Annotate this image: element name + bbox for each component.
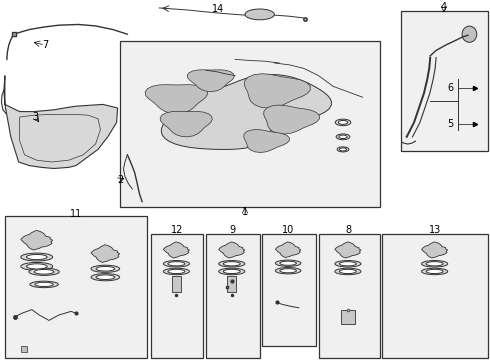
Ellipse shape [340, 262, 356, 266]
Polygon shape [421, 242, 448, 258]
Ellipse shape [219, 261, 245, 267]
Ellipse shape [340, 269, 356, 274]
Bar [382, 234, 488, 358]
Polygon shape [244, 130, 290, 152]
Bar [227, 276, 236, 292]
Polygon shape [145, 85, 208, 114]
Ellipse shape [35, 282, 53, 287]
Text: 9: 9 [230, 225, 236, 235]
Ellipse shape [245, 9, 274, 20]
Ellipse shape [275, 267, 301, 274]
Bar [5, 216, 147, 358]
Polygon shape [21, 230, 53, 250]
Ellipse shape [462, 26, 477, 42]
Bar [172, 276, 181, 292]
Polygon shape [160, 112, 212, 137]
Ellipse shape [336, 134, 350, 140]
Ellipse shape [21, 262, 53, 270]
Ellipse shape [34, 269, 54, 274]
Polygon shape [275, 242, 301, 258]
Text: 1: 1 [242, 207, 248, 217]
Polygon shape [163, 242, 190, 258]
Text: 12: 12 [171, 225, 183, 235]
Ellipse shape [26, 264, 47, 269]
Ellipse shape [29, 268, 59, 275]
Ellipse shape [426, 262, 443, 266]
Ellipse shape [280, 269, 296, 273]
Ellipse shape [340, 148, 346, 151]
Ellipse shape [91, 274, 120, 281]
Ellipse shape [275, 260, 301, 266]
Ellipse shape [338, 121, 348, 124]
Polygon shape [4, 76, 118, 168]
Bar [151, 234, 203, 358]
Ellipse shape [96, 275, 115, 279]
Bar [341, 310, 355, 324]
Polygon shape [219, 242, 245, 258]
Ellipse shape [26, 255, 47, 260]
Ellipse shape [335, 119, 351, 126]
Ellipse shape [91, 265, 120, 273]
Text: 5: 5 [448, 119, 454, 129]
Ellipse shape [426, 269, 443, 274]
Text: 4: 4 [441, 2, 447, 12]
Ellipse shape [168, 262, 185, 266]
Bar [120, 41, 380, 207]
Text: 7: 7 [42, 40, 48, 50]
Ellipse shape [30, 281, 58, 288]
Text: 3: 3 [32, 112, 38, 122]
Ellipse shape [335, 261, 361, 267]
Ellipse shape [21, 253, 53, 261]
Ellipse shape [223, 262, 240, 266]
Text: 10: 10 [282, 225, 294, 235]
Polygon shape [245, 74, 310, 108]
Text: 13: 13 [428, 225, 441, 235]
Ellipse shape [223, 269, 240, 274]
Polygon shape [187, 70, 234, 91]
Bar [401, 11, 488, 151]
Polygon shape [264, 105, 319, 134]
Ellipse shape [168, 269, 185, 274]
Ellipse shape [339, 135, 347, 139]
Ellipse shape [96, 266, 115, 271]
Polygon shape [161, 75, 331, 149]
Ellipse shape [280, 261, 296, 265]
Bar [262, 234, 316, 346]
Ellipse shape [335, 268, 361, 275]
Ellipse shape [163, 268, 190, 275]
Polygon shape [335, 242, 361, 258]
Bar [21, 346, 27, 352]
Bar [206, 234, 260, 358]
Ellipse shape [421, 268, 448, 275]
Ellipse shape [421, 261, 448, 267]
Ellipse shape [163, 261, 190, 267]
Ellipse shape [219, 268, 245, 275]
Text: 11: 11 [70, 209, 82, 219]
Text: 6: 6 [448, 83, 454, 93]
Text: 8: 8 [346, 225, 352, 235]
Polygon shape [91, 245, 120, 262]
Text: 2: 2 [117, 175, 123, 185]
Ellipse shape [337, 147, 349, 152]
Bar [318, 234, 380, 358]
Text: 14: 14 [212, 4, 224, 14]
